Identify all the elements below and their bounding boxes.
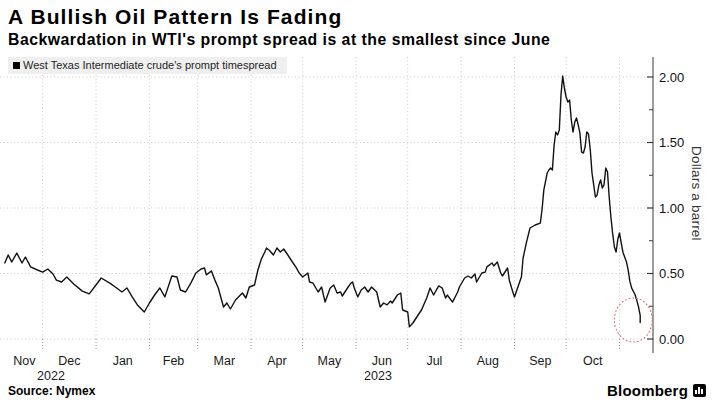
bloomberg-brand: Bloomberg	[607, 382, 706, 399]
svg-text:2022: 2022	[37, 369, 65, 383]
bloomberg-chart-page: A Bullish Oil Pattern Is Fading Backward…	[0, 0, 718, 407]
svg-text:1.50: 1.50	[659, 135, 684, 150]
source-note: Source: Nymex	[8, 384, 95, 398]
svg-text:2023: 2023	[364, 369, 392, 383]
svg-text:Mar: Mar	[214, 354, 236, 368]
svg-text:Jan: Jan	[113, 354, 133, 368]
svg-text:2.00: 2.00	[659, 70, 684, 85]
svg-text:Jun: Jun	[372, 354, 392, 368]
bloomberg-logo-icon	[693, 384, 706, 397]
svg-text:1.00: 1.00	[659, 201, 684, 216]
legend-label: West Texas Intermediate crude's prompt t…	[23, 59, 277, 71]
svg-text:Feb: Feb	[163, 354, 185, 368]
svg-text:Oct: Oct	[583, 354, 603, 368]
svg-text:Aug: Aug	[477, 354, 499, 368]
legend-marker-icon	[13, 62, 20, 69]
svg-text:Nov: Nov	[13, 354, 36, 368]
legend: West Texas Intermediate crude's prompt t…	[8, 57, 287, 74]
y-axis-title: Dollars a barrel	[689, 146, 704, 241]
svg-text:Dec: Dec	[58, 354, 80, 368]
bloomberg-wordmark: Bloomberg	[607, 382, 688, 399]
svg-text:Jul: Jul	[426, 354, 442, 368]
svg-text:0.50: 0.50	[659, 266, 684, 281]
svg-text:0.00: 0.00	[659, 332, 684, 347]
svg-text:May: May	[318, 354, 342, 368]
svg-text:Sep: Sep	[529, 354, 551, 368]
svg-text:Apr: Apr	[267, 354, 286, 368]
